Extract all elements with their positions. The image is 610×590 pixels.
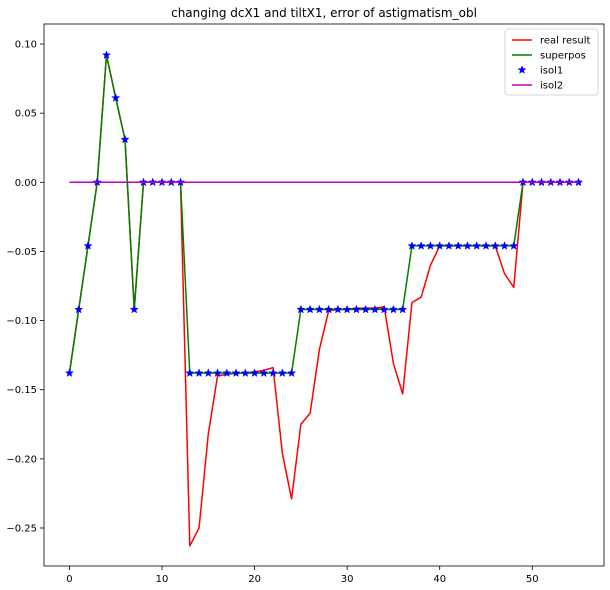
data-point-star [462, 241, 473, 250]
data-point-star [444, 241, 454, 250]
data-point-star [259, 368, 269, 377]
y-tick-label: −0.10 [6, 316, 37, 327]
legend-label: isol1 [540, 66, 563, 77]
data-point-star [268, 368, 278, 377]
data-point-star [370, 304, 380, 314]
data-point-star [490, 241, 500, 250]
data-point-star [416, 241, 426, 250]
y-tick-label: −0.15 [6, 385, 37, 396]
data-point-star [453, 241, 463, 250]
data-point-star [333, 304, 343, 314]
data-point-star [74, 304, 84, 314]
y-tick-label: −0.20 [6, 454, 37, 465]
data-point-star [222, 368, 232, 377]
y-tick-label: −0.25 [6, 523, 37, 534]
legend-label: isol2 [540, 81, 563, 92]
plot-area [64, 50, 584, 547]
data-point-star [472, 241, 482, 250]
y-tick-label: −0.05 [6, 247, 37, 258]
data-point-star [435, 241, 445, 250]
data-point-star [388, 304, 398, 314]
y-tick-label: 0.00 [15, 178, 37, 189]
data-point-star [481, 241, 491, 250]
legend-label: superpos [540, 51, 586, 62]
x-tick-label: 10 [156, 574, 169, 585]
data-point-star [277, 368, 287, 377]
x-tick-label: 20 [248, 574, 261, 585]
data-point-star [324, 304, 334, 314]
data-point-star [351, 304, 361, 314]
y-tick-label: 0.05 [15, 109, 37, 120]
data-point-star [509, 241, 519, 250]
data-point-star [120, 134, 130, 144]
axes-frame [43, 23, 605, 567]
data-point-star [407, 241, 417, 250]
x-tick-label: 0 [66, 574, 72, 585]
x-tick-label: 40 [433, 574, 446, 585]
data-point-star [240, 368, 250, 377]
data-point-star [398, 304, 408, 314]
legend-box [504, 28, 599, 96]
x-tick-label: 50 [526, 574, 539, 585]
data-point-star [250, 368, 260, 377]
data-point-star [83, 241, 93, 250]
legend: real result superpos isol1 isol2 [504, 28, 599, 96]
data-point-star [342, 304, 352, 314]
data-point-star [499, 241, 510, 250]
data-point-star [305, 304, 315, 314]
legend-swatch-star [517, 65, 527, 74]
data-point-star [287, 368, 297, 377]
data-point-star [296, 304, 306, 314]
data-point-star [213, 368, 223, 377]
data-point-star [314, 304, 324, 314]
data-point-star [361, 304, 371, 314]
data-point-star [129, 304, 139, 314]
data-point-star [425, 241, 435, 250]
data-point-star [194, 368, 204, 377]
legend-label: real result [540, 36, 590, 47]
y-tick-label: 0.10 [15, 40, 37, 51]
data-point-star [101, 50, 111, 59]
x-tick-label: 30 [341, 574, 354, 585]
axes: 0 10 20 30 40 50 0.10 0.05 0.00 −0.05 −0.10 −0.15 −0… [6, 23, 605, 585]
data-point-star [379, 304, 389, 314]
data-point-star [111, 93, 121, 102]
data-point-star [203, 368, 213, 377]
data-point-star [64, 368, 74, 377]
chart-title: changing dcX1 and tiltX1, error of astig… [171, 6, 477, 20]
data-point-star [185, 368, 195, 377]
data-point-star [231, 368, 241, 377]
